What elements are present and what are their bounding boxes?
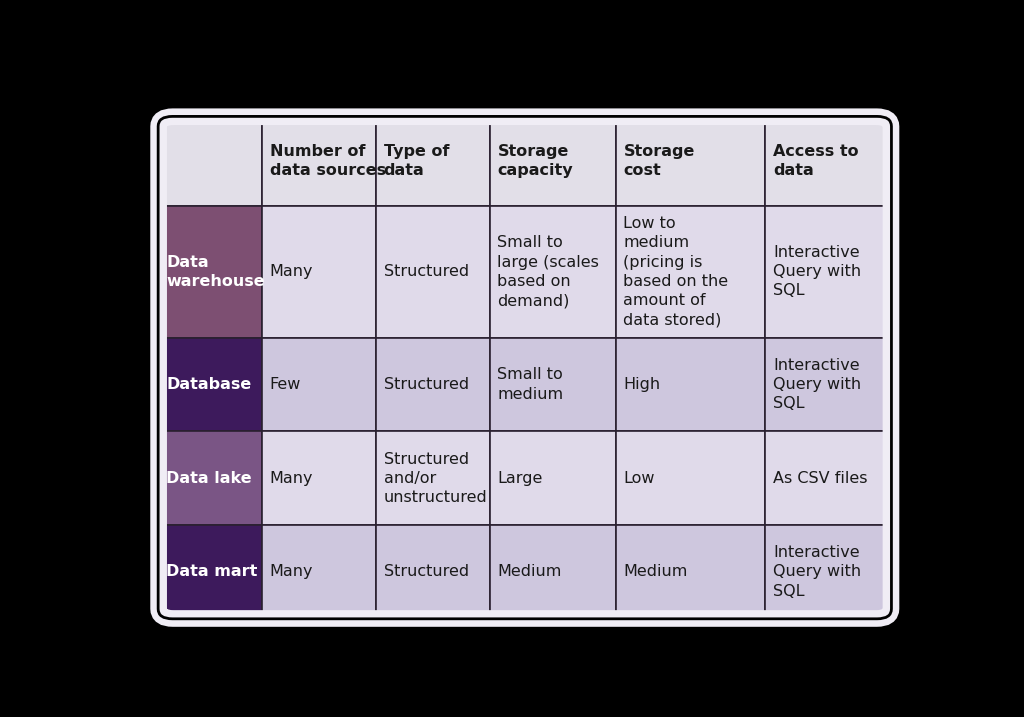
Bar [376,432,489,525]
Text: Medium: Medium [624,564,688,579]
Text: Number of
data sources: Number of data sources [269,144,386,179]
Text: Data mart: Data mart [166,564,257,579]
Text: Interactive
Query with
SQL: Interactive Query with SQL [773,245,861,298]
Text: Interactive
Query with
SQL: Interactive Query with SQL [773,545,861,599]
Text: Low: Low [624,471,655,485]
Bar [261,116,376,206]
Text: Structured: Structured [384,564,469,579]
Bar [489,338,615,432]
Bar [615,338,766,432]
Text: High: High [624,377,660,392]
Bar [158,116,261,206]
Bar [615,432,766,525]
Bar [615,525,766,619]
Bar [766,525,892,619]
Text: Large: Large [498,471,543,485]
Text: Structured: Structured [384,265,469,280]
Text: Many: Many [269,265,313,280]
Text: Small to
medium: Small to medium [498,367,563,402]
Bar [489,206,615,338]
Text: Type of
data: Type of data [384,144,450,179]
Bar [766,206,892,338]
Bar [376,206,489,338]
Bar [615,206,766,338]
FancyBboxPatch shape [158,116,892,619]
Text: Many: Many [269,471,313,485]
Bar [376,338,489,432]
Bar [261,338,376,432]
Text: Storage
capacity: Storage capacity [498,144,573,179]
Text: As CSV files: As CSV files [773,471,868,485]
Text: Low to
medium
(pricing is
based on the
amount of
data stored): Low to medium (pricing is based on the a… [624,217,729,327]
Bar [766,432,892,525]
Bar [615,116,766,206]
Text: Many: Many [269,564,313,579]
Bar [489,432,615,525]
Text: Structured: Structured [384,377,469,392]
Bar [158,206,261,338]
Bar [766,116,892,206]
Bar [489,116,615,206]
Text: Database: Database [166,377,251,392]
Bar [376,525,489,619]
Bar [376,116,489,206]
Bar [489,525,615,619]
Text: Structured
and/or
unstructured: Structured and/or unstructured [384,452,487,505]
Text: Storage
cost: Storage cost [624,144,695,179]
Text: Access to
data: Access to data [773,144,859,179]
Text: Data
warehouse: Data warehouse [166,255,265,289]
Bar [158,432,261,525]
Text: Interactive
Query with
SQL: Interactive Query with SQL [773,358,861,412]
Bar [766,338,892,432]
Bar [158,338,261,432]
Bar [261,432,376,525]
Bar [261,525,376,619]
Bar [158,525,261,619]
Text: Small to
large (scales
based on
demand): Small to large (scales based on demand) [498,235,599,308]
Text: Few: Few [269,377,301,392]
Text: Medium: Medium [498,564,562,579]
Bar [261,206,376,338]
Text: Data lake: Data lake [166,471,252,485]
